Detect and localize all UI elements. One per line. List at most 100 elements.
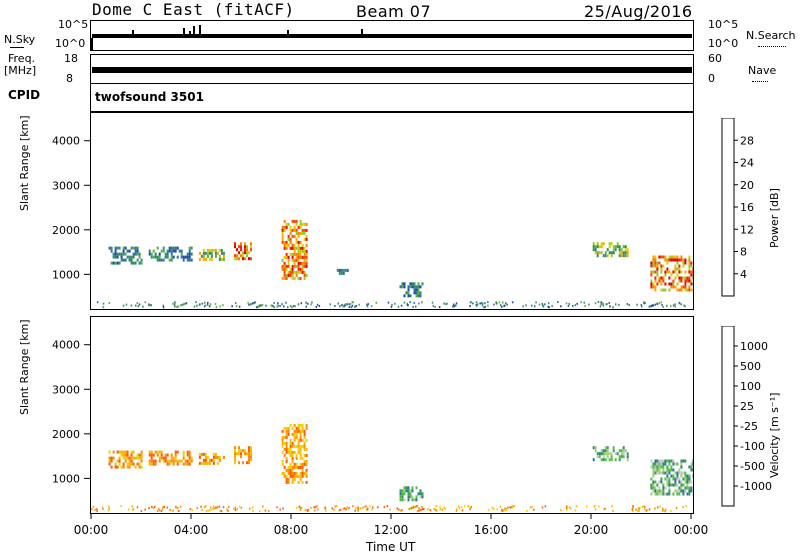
- ground-scatter-cell: [499, 304, 502, 307]
- data-cell: [672, 459, 675, 463]
- ground-scatter-cell: [207, 301, 209, 304]
- data-cell: [660, 276, 663, 280]
- data-cell: [604, 254, 607, 258]
- data-cell: [122, 453, 125, 457]
- data-cell: [297, 426, 300, 430]
- data-cell: [248, 452, 250, 456]
- data-cell: [246, 461, 248, 465]
- data-cell: [692, 492, 693, 496]
- data-cell: [688, 489, 691, 493]
- data-cell: [285, 255, 288, 259]
- ground-scatter-cell: [534, 305, 536, 308]
- data-cell: [299, 219, 302, 223]
- ground-scatter-cell: [339, 305, 341, 307]
- ground-scatter-cell: [234, 302, 237, 305]
- data-cell: [154, 462, 157, 466]
- ground-scatter-cell: [204, 505, 207, 508]
- data-cell: [134, 246, 137, 250]
- data-cell: [658, 465, 661, 469]
- data-cell: [340, 268, 343, 272]
- data-cell: [168, 249, 171, 253]
- data-cell: [112, 255, 115, 259]
- data-cell: [222, 257, 225, 261]
- data-cell: [283, 270, 286, 274]
- data-cell: [662, 288, 665, 292]
- data-cell: [112, 450, 115, 454]
- data-cell: [246, 248, 248, 252]
- ground-scatter-cell: [427, 508, 429, 511]
- ground-scatter-cell: [313, 506, 315, 509]
- data-cell: [116, 459, 119, 463]
- ground-scatter-cell: [458, 507, 461, 510]
- data-cell: [108, 462, 111, 466]
- data-cell: [238, 245, 240, 249]
- data-cell: [690, 270, 693, 274]
- ground-scatter-cell: [469, 506, 471, 509]
- ground-scatter-cell: [433, 508, 435, 510]
- data-cell: [684, 459, 687, 463]
- ground-scatter-cell: [611, 505, 613, 508]
- data-cell: [293, 225, 296, 229]
- data-cell: [652, 255, 655, 259]
- data-cell: [244, 248, 246, 252]
- ground-scatter-cell: [357, 508, 359, 511]
- data-cell: [297, 243, 300, 247]
- ground-scatter-cell: [299, 508, 302, 511]
- data-cell: [303, 273, 306, 277]
- ground-scatter-cell: [333, 508, 335, 511]
- data-cell: [204, 458, 207, 462]
- ground-scatter-cell: [341, 304, 343, 307]
- data-cell: [658, 480, 661, 484]
- data-cell: [626, 251, 629, 255]
- freq-panel: [90, 54, 694, 84]
- data-cell: [293, 258, 296, 262]
- y-tick-label: 2000: [52, 224, 80, 237]
- ground-scatter-cell: [566, 508, 568, 511]
- data-cell: [682, 285, 685, 289]
- data-cell: [684, 489, 687, 493]
- ground-scatter-cell: [660, 301, 662, 304]
- data-cell: [140, 450, 143, 454]
- data-cell: [598, 452, 601, 456]
- data-cell: [668, 480, 671, 484]
- ground-scatter-cell: [337, 302, 339, 305]
- ground-scatter-cell: [344, 303, 347, 306]
- ground-scatter-cell: [295, 506, 298, 509]
- data-cell: [156, 255, 159, 259]
- data-cell: [666, 477, 669, 481]
- data-cell: [158, 456, 161, 460]
- data-cell: [120, 450, 123, 454]
- ground-scatter-cell: [414, 505, 417, 508]
- data-cell: [166, 459, 169, 463]
- data-cell: [305, 273, 308, 277]
- data-cell: [303, 222, 306, 226]
- data-cell: [110, 465, 113, 469]
- ground-scatter-cell: [499, 505, 502, 508]
- data-cell: [413, 285, 416, 289]
- data-cell: [670, 459, 673, 463]
- data-cell: [664, 477, 667, 481]
- data-cell: [281, 276, 284, 280]
- ground-scatter-cell: [131, 505, 134, 508]
- data-cell: [164, 453, 167, 457]
- data-cell: [206, 461, 209, 465]
- data-cell: [120, 453, 123, 457]
- data-cell: [690, 288, 693, 292]
- data-cell: [668, 459, 671, 463]
- data-cell: [297, 234, 300, 238]
- ground-scatter-cell: [96, 508, 98, 511]
- data-cell: [303, 432, 306, 436]
- data-cell: [594, 449, 597, 453]
- data-cell: [608, 251, 611, 255]
- data-cell: [662, 255, 665, 259]
- ground-scatter-cell: [598, 505, 600, 508]
- data-cell: [289, 252, 292, 256]
- data-cell: [222, 251, 225, 255]
- x-tick-label: 00:00: [74, 523, 109, 537]
- data-cell: [297, 225, 300, 229]
- ground-scatter-cell: [311, 301, 313, 304]
- ground-scatter-cell: [631, 508, 633, 511]
- data-cell: [407, 486, 410, 490]
- data-cell: [116, 255, 119, 259]
